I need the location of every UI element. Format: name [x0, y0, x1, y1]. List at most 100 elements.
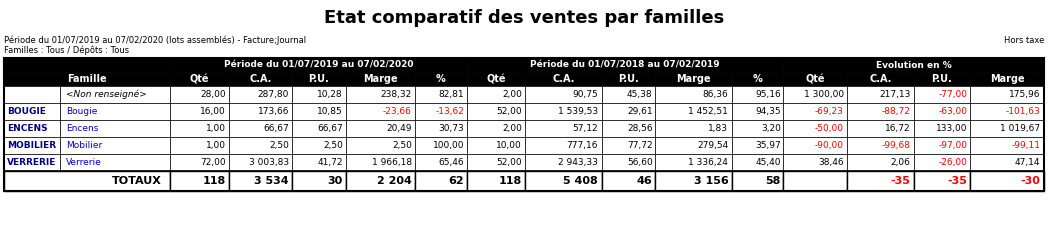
Text: 77,72: 77,72	[627, 141, 653, 150]
Text: 1,00: 1,00	[205, 124, 225, 133]
Bar	[4, 120, 61, 137]
Text: -90,00: -90,00	[815, 141, 844, 150]
Text: 56,60: 56,60	[627, 158, 653, 167]
Text: MOBILIER: MOBILIER	[7, 141, 56, 150]
Bar	[170, 120, 228, 137]
Bar	[847, 171, 914, 191]
Bar	[292, 154, 346, 171]
Text: 1 539,53: 1 539,53	[558, 107, 598, 116]
Text: 2,00: 2,00	[502, 124, 522, 133]
Text: 1 452,51: 1 452,51	[689, 107, 728, 116]
Bar	[602, 120, 655, 137]
Bar	[602, 171, 655, 191]
Bar	[61, 154, 170, 171]
Text: -99,11: -99,11	[1011, 141, 1041, 150]
Text: 58: 58	[765, 176, 781, 186]
Text: Qté: Qté	[190, 74, 210, 84]
Bar	[170, 171, 228, 191]
Text: 238,32: 238,32	[380, 90, 412, 99]
Bar	[733, 86, 784, 103]
Text: C.A.: C.A.	[869, 74, 892, 84]
Text: -35: -35	[947, 176, 967, 186]
Bar	[733, 120, 784, 137]
Text: VERRERIE: VERRERIE	[7, 158, 57, 167]
Text: 1 966,18: 1 966,18	[372, 158, 412, 167]
Text: TOTAUX: TOTAUX	[112, 176, 161, 186]
Text: 30,73: 30,73	[438, 124, 464, 133]
Text: Familles : Tous / Dépôts : Tous: Familles : Tous / Dépôts : Tous	[4, 45, 129, 55]
Bar	[466, 103, 525, 120]
Text: P.U.: P.U.	[932, 74, 953, 84]
Bar	[655, 72, 733, 86]
Text: 175,96: 175,96	[1009, 90, 1041, 99]
Bar	[784, 137, 847, 154]
Text: 72,00: 72,00	[200, 158, 225, 167]
Text: 1 300,00: 1 300,00	[804, 90, 844, 99]
Bar	[525, 72, 602, 86]
Bar	[228, 137, 292, 154]
Bar	[847, 72, 914, 86]
Text: Etat comparatif des ventes par familles: Etat comparatif des ventes par familles	[324, 9, 724, 27]
Bar	[228, 103, 292, 120]
Text: Bougie: Bougie	[66, 107, 97, 116]
Bar	[228, 120, 292, 137]
Bar	[61, 86, 170, 103]
Bar	[292, 86, 346, 103]
Bar	[4, 171, 170, 191]
Text: 1 336,24: 1 336,24	[689, 158, 728, 167]
Bar	[970, 120, 1044, 137]
Bar	[4, 154, 61, 171]
Text: 2,06: 2,06	[891, 158, 911, 167]
Bar	[655, 154, 733, 171]
Bar	[914, 154, 970, 171]
Text: Qté: Qté	[806, 74, 825, 84]
Bar	[4, 58, 1044, 191]
Text: 2,50: 2,50	[269, 141, 289, 150]
Text: -88,72: -88,72	[881, 107, 911, 116]
Text: 1,83: 1,83	[708, 124, 728, 133]
Bar	[346, 137, 415, 154]
Text: Période du 01/07/2018 au 07/02/2019: Période du 01/07/2018 au 07/02/2019	[530, 60, 720, 70]
Text: 29,61: 29,61	[627, 107, 653, 116]
Text: 133,00: 133,00	[936, 124, 967, 133]
Text: 65,46: 65,46	[438, 158, 464, 167]
Text: 3,20: 3,20	[761, 124, 781, 133]
Text: -69,23: -69,23	[815, 107, 844, 116]
Bar	[655, 171, 733, 191]
Text: Qté: Qté	[486, 74, 505, 84]
Bar	[415, 86, 466, 103]
Bar	[292, 72, 346, 86]
Text: 46: 46	[637, 176, 653, 186]
Text: Famille: Famille	[67, 74, 107, 84]
Bar	[415, 72, 466, 86]
Bar	[466, 171, 525, 191]
Text: Verrerie: Verrerie	[66, 158, 102, 167]
Text: 10,28: 10,28	[318, 90, 343, 99]
Text: 57,12: 57,12	[572, 124, 598, 133]
Text: ENCENS: ENCENS	[7, 124, 47, 133]
Bar	[346, 120, 415, 137]
Bar	[602, 72, 655, 86]
Text: 5 408: 5 408	[564, 176, 598, 186]
Bar	[415, 120, 466, 137]
Bar	[784, 86, 847, 103]
Text: -97,00: -97,00	[938, 141, 967, 150]
Bar	[346, 72, 415, 86]
Bar	[602, 137, 655, 154]
Text: 95,16: 95,16	[756, 90, 781, 99]
Bar	[4, 58, 170, 72]
Text: 1 019,67: 1 019,67	[1000, 124, 1041, 133]
Text: Evolution en %: Evolution en %	[876, 60, 952, 70]
Bar	[784, 58, 1044, 72]
Bar	[733, 103, 784, 120]
Text: -50,00: -50,00	[815, 124, 844, 133]
Text: 217,13: 217,13	[879, 90, 911, 99]
Text: BOUGIE: BOUGIE	[7, 107, 46, 116]
Bar	[228, 154, 292, 171]
Bar	[346, 103, 415, 120]
Bar	[466, 86, 525, 103]
Text: 82,81: 82,81	[438, 90, 464, 99]
Text: 173,66: 173,66	[258, 107, 289, 116]
Bar	[525, 86, 602, 103]
Text: Période du 01/07/2019 au 07/02/2020 (lots assemblés) - Facture;Journal: Période du 01/07/2019 au 07/02/2020 (lot…	[4, 35, 306, 45]
